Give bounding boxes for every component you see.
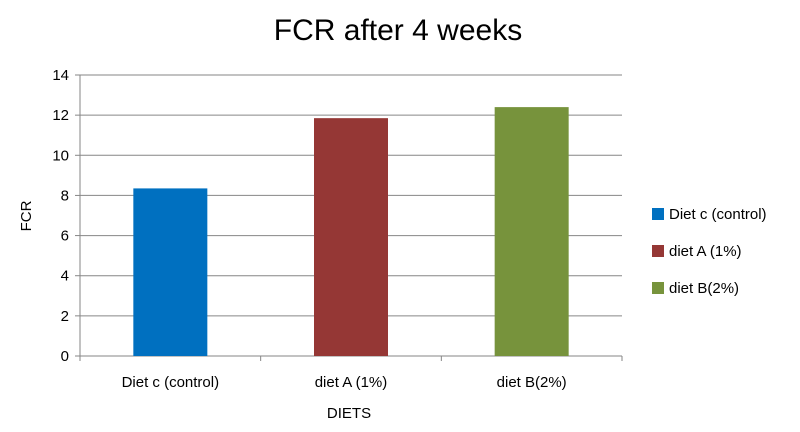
chart-title: FCR after 4 weeks [274,14,522,47]
y-tick-label: 2 [61,308,69,325]
legend-swatch [652,282,664,294]
y-tick-label: 4 [61,268,69,285]
legend-item: diet B(2%) [652,280,739,297]
y-tick-label: 14 [52,67,69,84]
legend-swatch [652,208,664,220]
bar [314,118,388,357]
legend-item: Diet c (control) [652,206,767,223]
x-tick-label: Diet c (control) [122,374,220,391]
y-tick-label: 0 [61,348,69,365]
y-tick-label: 6 [61,228,69,245]
y-axis-label: FCR [18,200,35,231]
x-axis: Diet c (control) diet A (1%) diet B(2%) [79,355,623,391]
bar [133,188,208,356]
legend-swatch [652,245,664,257]
legend-label: diet A (1%) [669,243,742,260]
legend: Diet c (control) diet A (1%) diet B(2%) [652,206,767,297]
bar [494,107,569,356]
legend-label: Diet c (control) [669,206,767,223]
y-axis: 0 2 4 6 8 10 12 14 [52,67,81,365]
bars [133,107,569,357]
x-tick-label: diet A (1%) [315,374,388,391]
x-tick-label: diet B(2%) [497,374,567,391]
y-tick-label: 8 [61,187,69,204]
legend-label: diet B(2%) [669,280,739,297]
y-tick-label: 10 [52,147,69,164]
y-tick-label: 12 [52,107,69,124]
legend-item: diet A (1%) [652,243,742,260]
x-axis-label: DIETS [327,405,371,422]
